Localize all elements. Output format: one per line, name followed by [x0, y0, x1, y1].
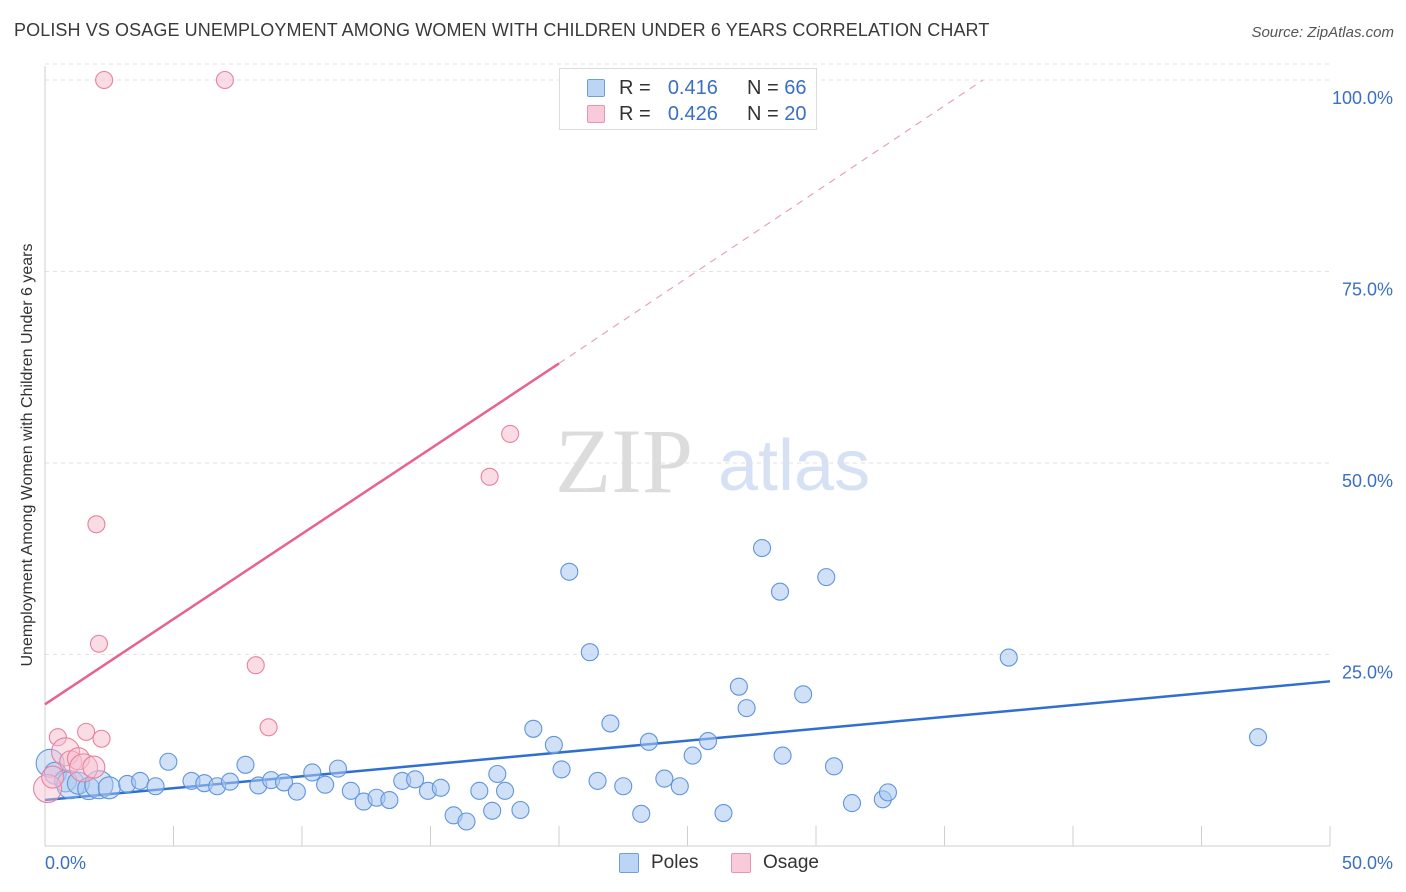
osage-n-value: 20: [784, 103, 807, 125]
osage-point: [215, 70, 234, 90]
osage-point: [66, 747, 90, 771]
watermark-atlas: atlas: [718, 426, 870, 506]
osage-point: [69, 753, 99, 783]
poles-point: [131, 771, 150, 790]
poles-point: [316, 775, 335, 794]
osage-r-value: 0.426: [667, 103, 718, 125]
osage-r-label: R =: [619, 103, 651, 125]
osage-point: [87, 515, 106, 534]
osage-swatch: [587, 105, 605, 123]
poles-point: [77, 776, 101, 801]
poles-point: [470, 781, 489, 800]
watermark-zip: ZIP: [555, 410, 693, 512]
poles-point: [431, 778, 450, 797]
osage-point: [41, 765, 65, 789]
tick-labels: 25.0% 50.0% 75.0% 100.0% 0.0% 50.0%: [45, 88, 1393, 873]
watermark: ZIP atlas: [555, 410, 870, 512]
y-tick-label: 100.0%: [1332, 88, 1393, 108]
poles-point: [752, 538, 772, 558]
correlation-legend: R = 0.416 N = 66 R = 0.426 N = 20: [559, 68, 817, 130]
poles-point: [683, 746, 702, 765]
poles-r-value: 0.416: [667, 77, 718, 99]
poles-point: [670, 777, 689, 796]
poles-point: [699, 732, 718, 751]
osage-points: [33, 70, 520, 804]
poles-point: [303, 763, 322, 782]
osage-legend-swatch: [731, 853, 751, 873]
osage-point: [77, 722, 96, 741]
poles-point: [406, 770, 425, 789]
poles-point: [842, 794, 862, 813]
poles-point: [552, 760, 571, 779]
osage-point: [33, 773, 63, 804]
poles-point: [236, 755, 255, 774]
y-tick-label: 75.0%: [1342, 280, 1393, 300]
poles-point: [524, 719, 543, 738]
poles-point: [146, 777, 165, 796]
poles-point: [817, 568, 836, 587]
poles-point: [824, 757, 844, 776]
poles-point: [794, 685, 813, 704]
grid-lines: [45, 63, 1330, 655]
poles-point: [601, 714, 620, 733]
osage-point: [48, 728, 67, 747]
y-tick-label: 25.0%: [1342, 663, 1393, 683]
poles-point: [511, 800, 530, 820]
osage-point: [480, 467, 499, 486]
poles-point: [770, 582, 790, 601]
poles-point: [999, 648, 1018, 667]
poles-point: [341, 781, 360, 800]
poles-point: [632, 804, 651, 823]
source-label: Source: ZipAtlas.com: [1251, 24, 1394, 41]
poles-n-value: 66: [784, 77, 807, 99]
poles-point: [495, 781, 515, 800]
poles-point: [737, 699, 756, 718]
poles-swatch: [587, 79, 605, 97]
poles-point: [580, 643, 599, 662]
osage-point: [89, 634, 109, 653]
poles-point: [483, 801, 502, 820]
poles-n-label: N =: [747, 77, 779, 99]
poles-r-label: R =: [619, 77, 651, 99]
poles-point: [97, 776, 121, 800]
poles-point: [878, 783, 898, 802]
osage-point: [92, 729, 111, 748]
osage-point: [95, 70, 114, 90]
poles-point: [655, 769, 674, 788]
poles-point: [544, 735, 563, 754]
poles-point: [328, 759, 348, 778]
axes: [44, 66, 1331, 847]
poles-legend-label: Poles: [651, 852, 699, 873]
poles-point: [274, 773, 294, 792]
osage-trend-line: [44, 362, 560, 706]
osage-n-label: N =: [747, 103, 779, 125]
poles-point: [488, 764, 507, 784]
poles-point: [773, 746, 792, 765]
poles-point: [380, 790, 399, 810]
osage-point: [501, 424, 520, 443]
y-tick-label: 50.0%: [1342, 471, 1393, 491]
osage-legend-label: Osage: [763, 852, 819, 873]
osage-point: [246, 656, 265, 675]
x-tick-label: 0.0%: [45, 853, 86, 873]
poles-point: [639, 732, 659, 751]
poles-point: [220, 772, 240, 791]
poles-point: [729, 677, 748, 696]
chart-title: POLISH VS OSAGE UNEMPLOYMENT AMONG WOMEN…: [14, 20, 990, 40]
poles-point: [614, 777, 633, 796]
poles-legend-swatch: [619, 853, 639, 873]
poles-point: [714, 804, 733, 823]
osage-point: [259, 718, 278, 737]
poles-point: [159, 752, 178, 771]
poles-point: [588, 771, 607, 790]
poles-point: [287, 782, 306, 801]
poles-point: [1248, 728, 1268, 747]
x-tick-label: 50.0%: [1342, 853, 1393, 873]
poles-points: [35, 538, 1268, 831]
poles-point: [560, 562, 579, 581]
osage-point: [82, 755, 106, 779]
poles-point: [457, 812, 476, 831]
